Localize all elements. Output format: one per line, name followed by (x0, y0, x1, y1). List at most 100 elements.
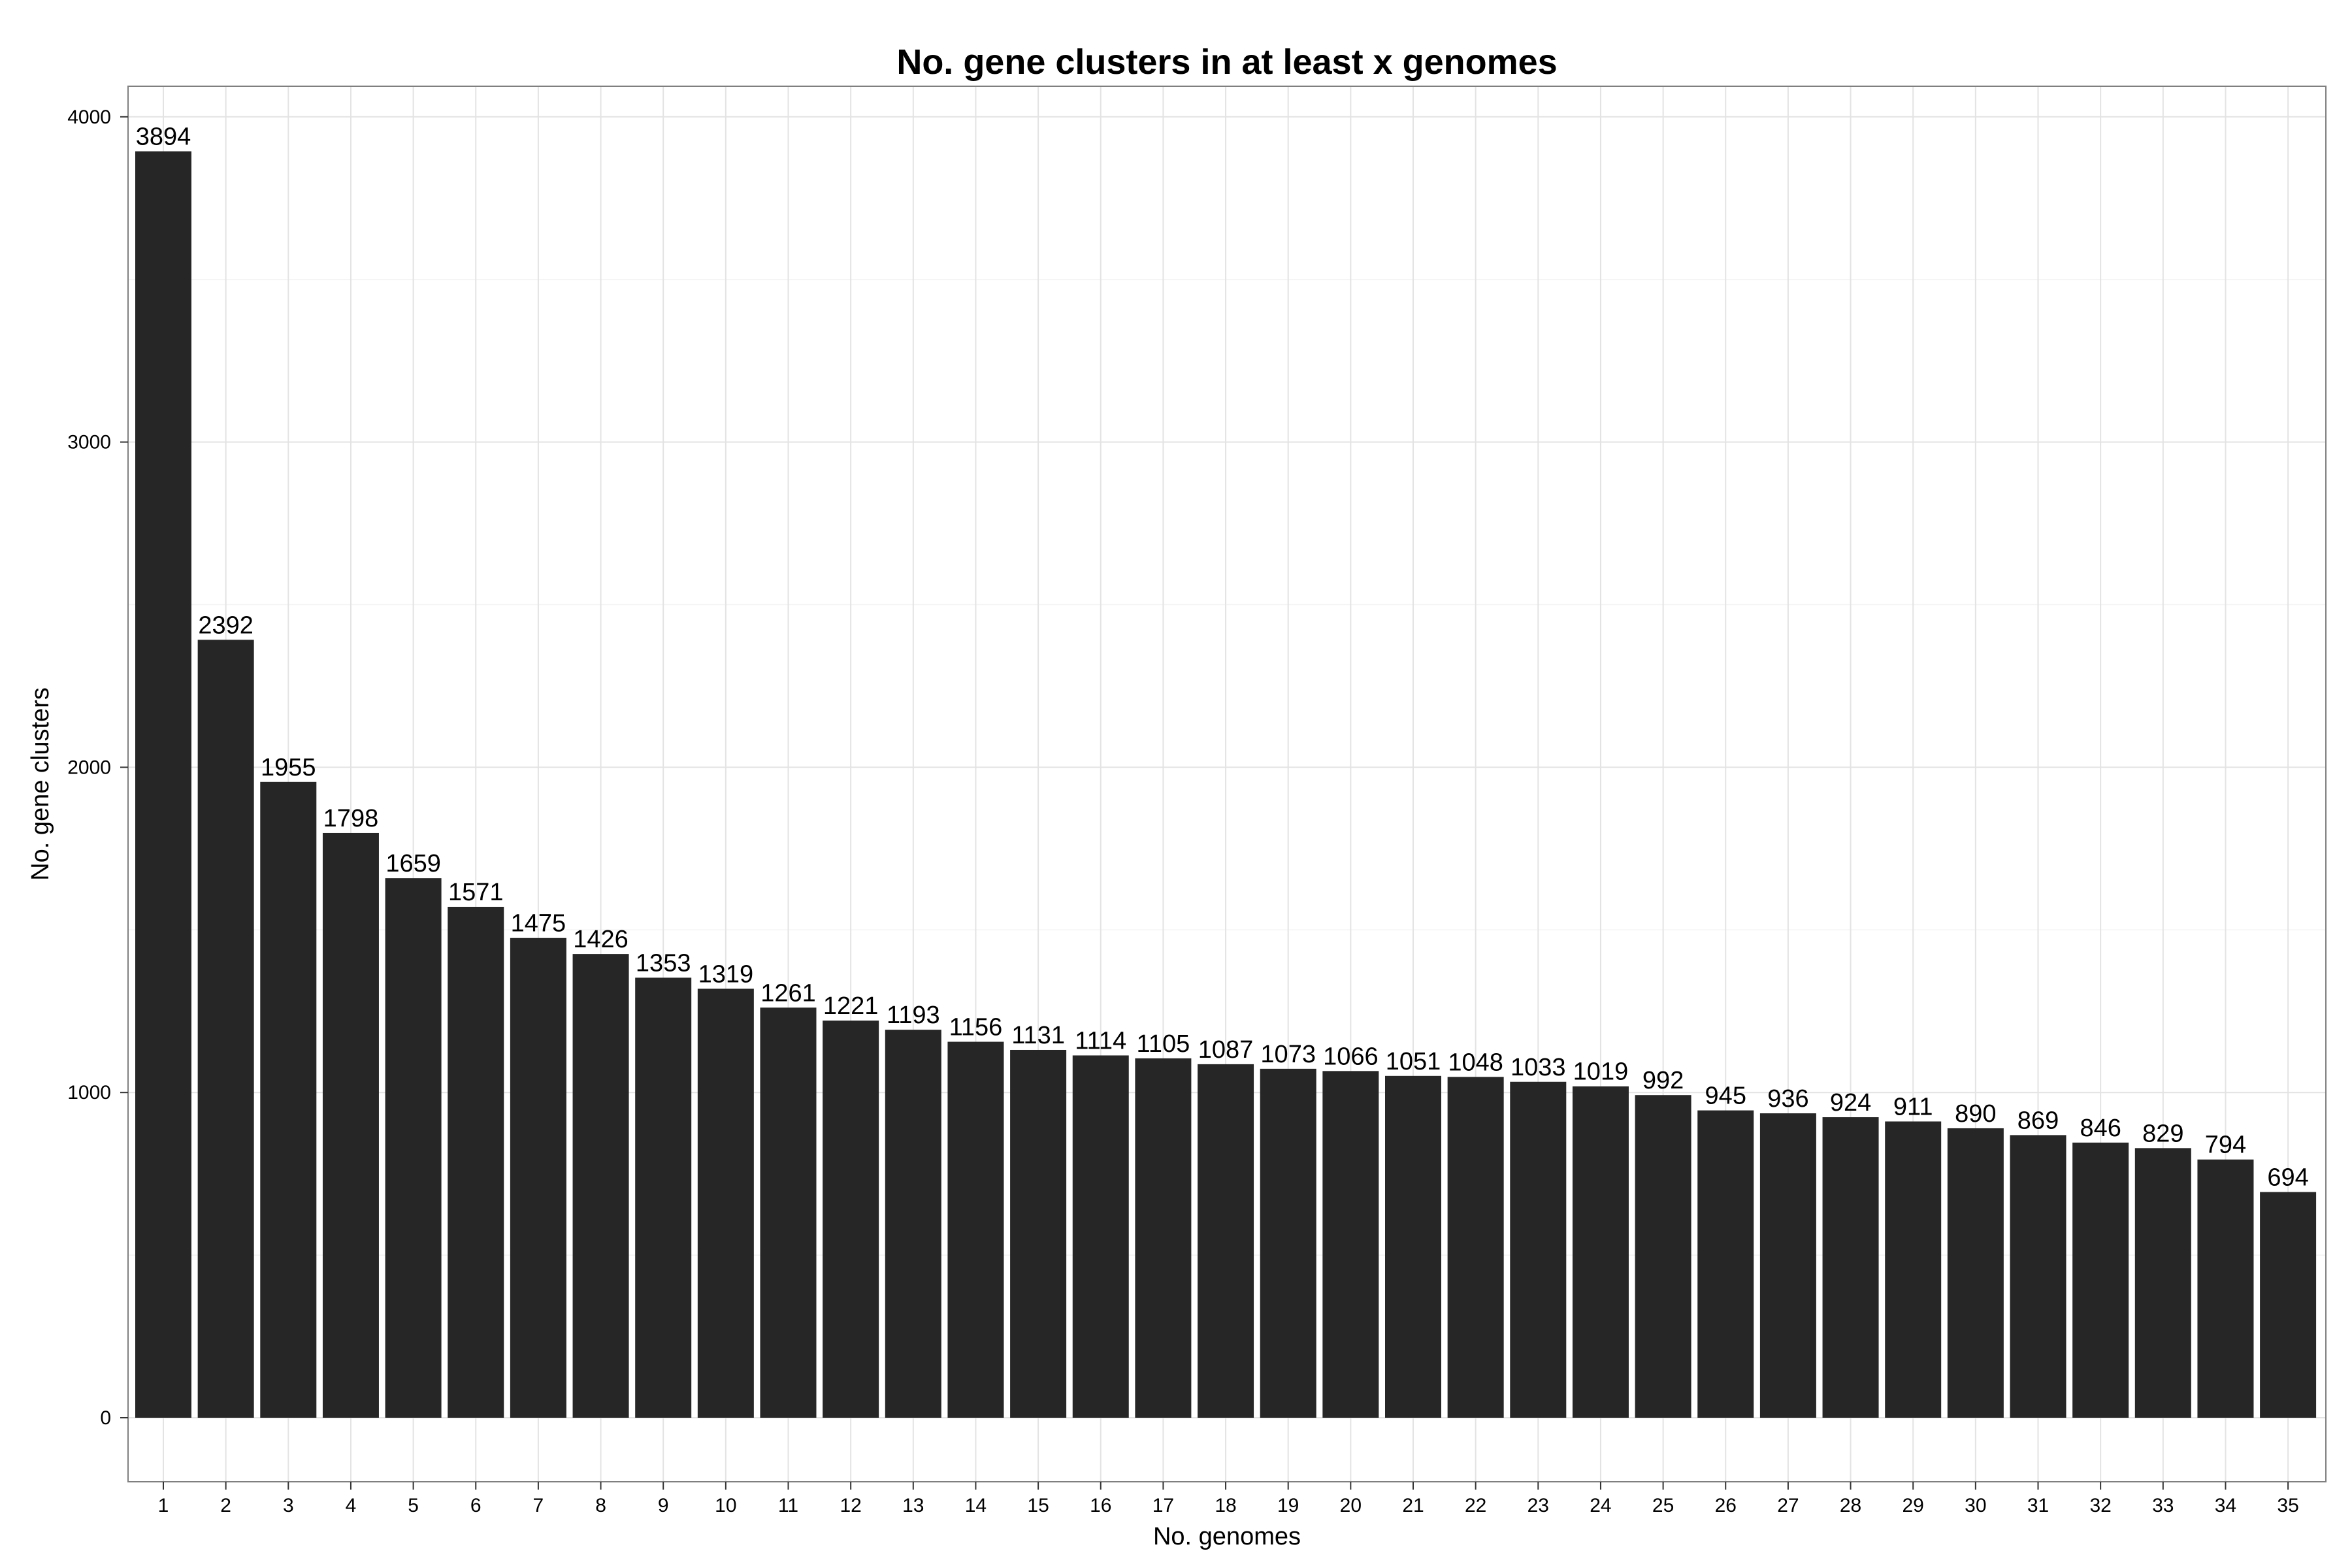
data-label-10: 1319 (698, 960, 754, 988)
data-label-35: 694 (2267, 1164, 2308, 1192)
data-label-23: 1033 (1511, 1054, 1566, 1081)
data-label-24: 1019 (1573, 1058, 1629, 1086)
data-label-1: 3894 (136, 123, 191, 151)
bar-31 (2010, 1135, 2066, 1418)
bar-25 (1635, 1095, 1691, 1418)
x-tick-label-20: 20 (1340, 1495, 1362, 1516)
x-tick-label-6: 6 (470, 1495, 482, 1516)
data-label-20: 1066 (1323, 1043, 1379, 1070)
data-label-18: 1087 (1198, 1036, 1254, 1064)
x-tick-label-8: 8 (595, 1495, 606, 1516)
panel-border (127, 86, 2327, 1482)
data-label-30: 890 (1955, 1100, 1996, 1128)
x-tick-label-12: 12 (840, 1495, 861, 1516)
x-axis-label: No. genomes (1153, 1523, 1301, 1550)
x-axis-ticks: 1 2 3 4 5 6 7 8 9 10 11 12 13 14 15 16 17 18 19 20 21 22 23 24 2… (158, 1482, 2299, 1516)
bar-20 (1322, 1071, 1379, 1418)
data-label-16: 1114 (1075, 1027, 1126, 1054)
bar-14 (947, 1041, 1004, 1418)
y-tick-label-3000: 3000 (67, 432, 111, 453)
x-tick-label-32: 32 (2089, 1495, 2111, 1516)
data-label-25: 992 (1642, 1067, 1684, 1094)
x-tick-label-31: 31 (2027, 1495, 2049, 1516)
bar-8 (572, 954, 629, 1418)
y-tick-label-4000: 4000 (67, 106, 111, 128)
bar-18 (1198, 1064, 1254, 1418)
data-label-6: 1571 (448, 879, 504, 906)
data-label-32: 846 (2080, 1115, 2121, 1142)
y-tick-label-2000: 2000 (67, 757, 111, 778)
bar-4 (322, 832, 379, 1418)
bar-15 (1010, 1049, 1067, 1418)
x-tick-label-34: 34 (2215, 1495, 2236, 1516)
data-label-22: 1048 (1448, 1049, 1503, 1076)
bar-16 (1072, 1055, 1129, 1418)
data-label-2: 2392 (198, 612, 253, 639)
x-tick-label-2: 2 (220, 1495, 231, 1516)
bar-10 (697, 988, 754, 1418)
data-label-33: 829 (2142, 1120, 2183, 1147)
bar-9 (635, 977, 692, 1418)
data-label-8: 1426 (573, 926, 629, 953)
x-tick-label-13: 13 (902, 1495, 924, 1516)
chart-title: No. gene clusters in at least x genomes (896, 42, 1557, 82)
x-tick-label-14: 14 (965, 1495, 987, 1516)
x-tick-label-11: 11 (778, 1495, 798, 1516)
data-label-21: 1051 (1386, 1048, 1441, 1075)
x-tick-label-1: 1 (158, 1495, 169, 1516)
x-tick-label-16: 16 (1090, 1495, 1111, 1516)
data-label-17: 1105 (1137, 1030, 1190, 1058)
bar-7 (510, 938, 566, 1418)
x-tick-label-4: 4 (346, 1495, 357, 1516)
x-tick-label-7: 7 (533, 1495, 544, 1516)
data-label-27: 936 (1767, 1085, 1808, 1113)
data-label-19: 1073 (1260, 1041, 1316, 1068)
bar-23 (1510, 1081, 1567, 1418)
bar-34 (2197, 1159, 2254, 1418)
bar-33 (2134, 1148, 2191, 1418)
bar-35 (2260, 1192, 2317, 1418)
x-tick-label-5: 5 (408, 1495, 419, 1516)
bar-1 (135, 151, 191, 1418)
bar-2 (197, 640, 254, 1418)
x-tick-label-22: 22 (1465, 1495, 1486, 1516)
bar-19 (1260, 1068, 1316, 1418)
bar-3 (260, 781, 317, 1418)
data-label-26: 945 (1705, 1083, 1746, 1110)
data-label-31: 869 (2017, 1107, 2059, 1134)
bar-11 (760, 1007, 817, 1418)
x-tick-label-21: 21 (1402, 1495, 1424, 1516)
bars (135, 151, 2317, 1418)
x-tick-label-9: 9 (658, 1495, 669, 1516)
x-tick-label-15: 15 (1027, 1495, 1049, 1516)
x-tick-label-17: 17 (1152, 1495, 1174, 1516)
x-tick-label-28: 28 (1840, 1495, 1861, 1516)
bar-17 (1135, 1058, 1192, 1418)
data-label-3: 1955 (261, 754, 316, 781)
bar-22 (1447, 1077, 1504, 1418)
data-label-12: 1221 (823, 992, 879, 1020)
data-label-34: 794 (2205, 1132, 2246, 1159)
data-label-5: 1659 (385, 850, 441, 877)
y-tick-label-0: 0 (100, 1407, 111, 1429)
x-tick-label-30: 30 (1965, 1495, 1986, 1516)
bar-30 (1947, 1128, 2004, 1418)
bar-26 (1697, 1110, 1754, 1418)
x-tick-label-24: 24 (1590, 1495, 1611, 1516)
x-tick-label-29: 29 (1903, 1495, 1924, 1516)
bar-5 (385, 878, 442, 1418)
data-label-11: 1261 (760, 979, 816, 1007)
y-tick-label-1000: 1000 (67, 1082, 111, 1103)
bar-27 (1759, 1113, 1816, 1418)
x-tick-label-27: 27 (1777, 1495, 1799, 1516)
x-tick-label-33: 33 (2152, 1495, 2174, 1516)
bar-32 (2072, 1142, 2129, 1418)
data-label-28: 924 (1830, 1089, 1871, 1117)
bar-12 (823, 1021, 879, 1418)
x-tick-label-25: 25 (1652, 1495, 1674, 1516)
data-label-13: 1193 (887, 1002, 940, 1029)
bar-24 (1572, 1086, 1629, 1418)
bar-13 (885, 1030, 941, 1418)
